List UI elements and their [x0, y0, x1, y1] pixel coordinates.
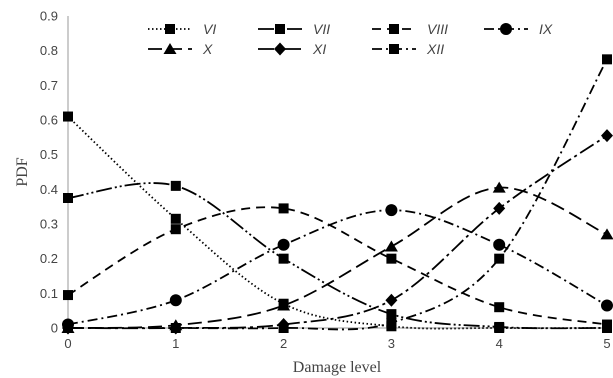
- legend-item-xii: XII: [372, 41, 444, 57]
- data-point-square: [494, 302, 505, 313]
- y-tick-label: 0.9: [40, 9, 58, 24]
- legend-item-ix: IX: [484, 21, 553, 37]
- x-tick-label: 1: [172, 336, 179, 351]
- plot-area: 0 1 2 3 4 5 0 0.1 0.2 0.3 0.4 0.5 0.6 0.7 0.8 0.9: [40, 9, 613, 351]
- series-ix: [62, 204, 613, 331]
- series-line: [67, 182, 608, 330]
- x-tick-label: 0: [64, 336, 71, 351]
- series-viii: [63, 203, 612, 330]
- data-point-triangle: [277, 299, 291, 311]
- y-tick-label: 0.3: [40, 217, 58, 232]
- legend-label: X: [202, 41, 213, 57]
- legend-label: XII: [426, 41, 444, 57]
- legend-item-vi: VI: [148, 21, 216, 37]
- y-tick-label: 0.4: [40, 182, 58, 197]
- data-point-square: [170, 213, 181, 224]
- series-layer: [61, 54, 613, 335]
- series-x: [61, 181, 613, 333]
- legend-marker-square: [165, 24, 175, 34]
- series-vi: [63, 111, 612, 333]
- data-point-square: [602, 319, 612, 330]
- y-tick-label: 0.2: [40, 251, 58, 266]
- data-point-square: [278, 203, 289, 214]
- y-tick-label: 0.6: [40, 113, 58, 128]
- data-point-circle: [385, 204, 398, 217]
- legend-marker-diamond: [274, 42, 286, 56]
- data-point-square: [63, 193, 73, 203]
- series-line: [67, 115, 608, 330]
- data-point-square: [170, 323, 181, 333]
- data-point-square: [386, 253, 397, 264]
- legend-item-x: X: [148, 41, 213, 57]
- data-point-diamond: [385, 293, 398, 307]
- y-axis-title: PDF: [14, 157, 31, 186]
- data-point-circle: [601, 299, 613, 312]
- data-point-square: [386, 309, 397, 320]
- series-vii: [63, 180, 612, 333]
- x-tick-label: 5: [603, 336, 610, 351]
- x-tick-label: 3: [388, 336, 395, 351]
- series-line: [67, 134, 608, 330]
- legend-label: VII: [313, 21, 330, 37]
- y-tick-label: 0: [51, 321, 58, 336]
- y-tick-label: 0.1: [40, 286, 58, 301]
- legend-label: IX: [539, 21, 553, 37]
- legend-label: VIII: [427, 21, 448, 37]
- legend-label: VI: [203, 21, 216, 37]
- legend-label: XI: [312, 41, 326, 57]
- data-point-square: [386, 317, 397, 328]
- x-tick-label: 2: [280, 336, 287, 351]
- y-tick-label: 0.7: [40, 78, 58, 93]
- data-point-circle: [169, 294, 182, 307]
- data-point-square: [63, 290, 73, 301]
- data-point-square: [63, 111, 73, 122]
- data-point-diamond: [493, 201, 506, 215]
- data-point-triangle: [492, 181, 506, 193]
- legend-item-vii: VII: [258, 21, 330, 37]
- data-point-circle: [493, 238, 506, 251]
- data-point-square: [494, 253, 505, 264]
- y-tick-labels: 0 0.1 0.2 0.3 0.4 0.5 0.6 0.7 0.8 0.9: [40, 9, 58, 336]
- data-point-square: [278, 323, 289, 333]
- series-xii: [63, 54, 612, 333]
- data-point-diamond: [601, 129, 613, 143]
- series-line: [67, 209, 608, 326]
- y-tick-label: 0.8: [40, 43, 58, 58]
- series-line: [67, 186, 608, 329]
- data-point-circle: [277, 238, 290, 251]
- data-point-square: [494, 321, 505, 332]
- legend-item-xi: XI: [258, 41, 326, 57]
- data-point-square: [63, 323, 73, 333]
- data-point-square: [170, 180, 181, 191]
- legend-marker-triangle: [163, 43, 177, 54]
- data-point-square: [170, 224, 181, 235]
- legend-marker-square: [275, 24, 285, 34]
- series-line: [67, 206, 608, 326]
- legend: VI VII VIII IX X XI XII: [148, 21, 553, 57]
- legend-marker-square: [389, 24, 399, 34]
- series-xi: [62, 129, 613, 335]
- data-point-triangle: [384, 240, 398, 252]
- x-tick-labels: 0 1 2 3 4 5: [64, 336, 610, 351]
- legend-item-viii: VIII: [372, 21, 448, 37]
- data-point-square: [278, 253, 289, 264]
- x-axis-title: Damage level: [293, 359, 382, 376]
- y-tick-label: 0.5: [40, 147, 58, 162]
- data-point-square: [602, 54, 612, 65]
- legend-marker-circle: [500, 23, 512, 35]
- x-tick-label: 4: [496, 336, 503, 351]
- legend-marker-square: [389, 44, 399, 54]
- data-point-triangle: [600, 228, 613, 240]
